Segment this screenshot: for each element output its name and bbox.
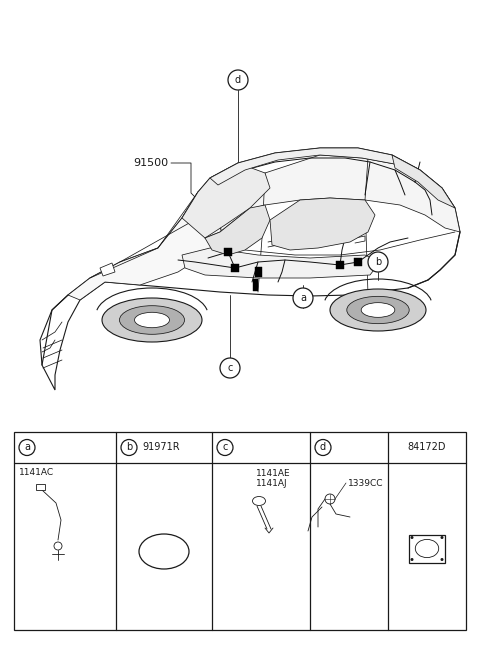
Polygon shape (40, 148, 460, 390)
Text: c: c (228, 363, 233, 373)
Polygon shape (252, 279, 257, 291)
Circle shape (228, 70, 248, 90)
Ellipse shape (102, 298, 202, 342)
Polygon shape (336, 261, 344, 269)
Circle shape (410, 558, 413, 561)
Polygon shape (182, 163, 270, 238)
Polygon shape (210, 148, 420, 185)
Polygon shape (68, 192, 240, 300)
Polygon shape (182, 248, 380, 278)
Text: b: b (375, 257, 381, 267)
Ellipse shape (252, 496, 265, 506)
Ellipse shape (347, 296, 409, 324)
Circle shape (220, 358, 240, 378)
Polygon shape (205, 205, 270, 255)
Polygon shape (36, 484, 45, 490)
Text: 91500: 91500 (133, 158, 168, 168)
Ellipse shape (134, 312, 169, 328)
Text: 91971R: 91971R (142, 443, 180, 453)
Circle shape (410, 536, 413, 539)
Circle shape (441, 558, 444, 561)
Text: a: a (24, 443, 30, 453)
Text: d: d (320, 443, 326, 453)
Text: 1141AE: 1141AE (256, 469, 290, 478)
Circle shape (368, 252, 388, 272)
Text: 84172D: 84172D (408, 443, 446, 453)
Text: a: a (300, 293, 306, 303)
Polygon shape (14, 432, 466, 630)
Polygon shape (270, 198, 375, 250)
Polygon shape (100, 263, 115, 276)
Polygon shape (205, 155, 460, 238)
Polygon shape (231, 264, 239, 272)
Circle shape (293, 288, 313, 308)
Polygon shape (392, 155, 455, 208)
Text: d: d (235, 75, 241, 85)
Text: c: c (222, 443, 228, 453)
Circle shape (441, 536, 444, 539)
Ellipse shape (361, 303, 395, 318)
Polygon shape (409, 534, 445, 563)
Ellipse shape (120, 306, 184, 334)
Text: 1141AJ: 1141AJ (256, 479, 288, 488)
Polygon shape (254, 267, 262, 277)
Text: 1339CC: 1339CC (348, 479, 384, 487)
Polygon shape (224, 248, 232, 256)
Text: 1141AC: 1141AC (19, 468, 54, 477)
Polygon shape (354, 258, 362, 266)
Ellipse shape (330, 289, 426, 331)
Text: b: b (126, 443, 132, 453)
